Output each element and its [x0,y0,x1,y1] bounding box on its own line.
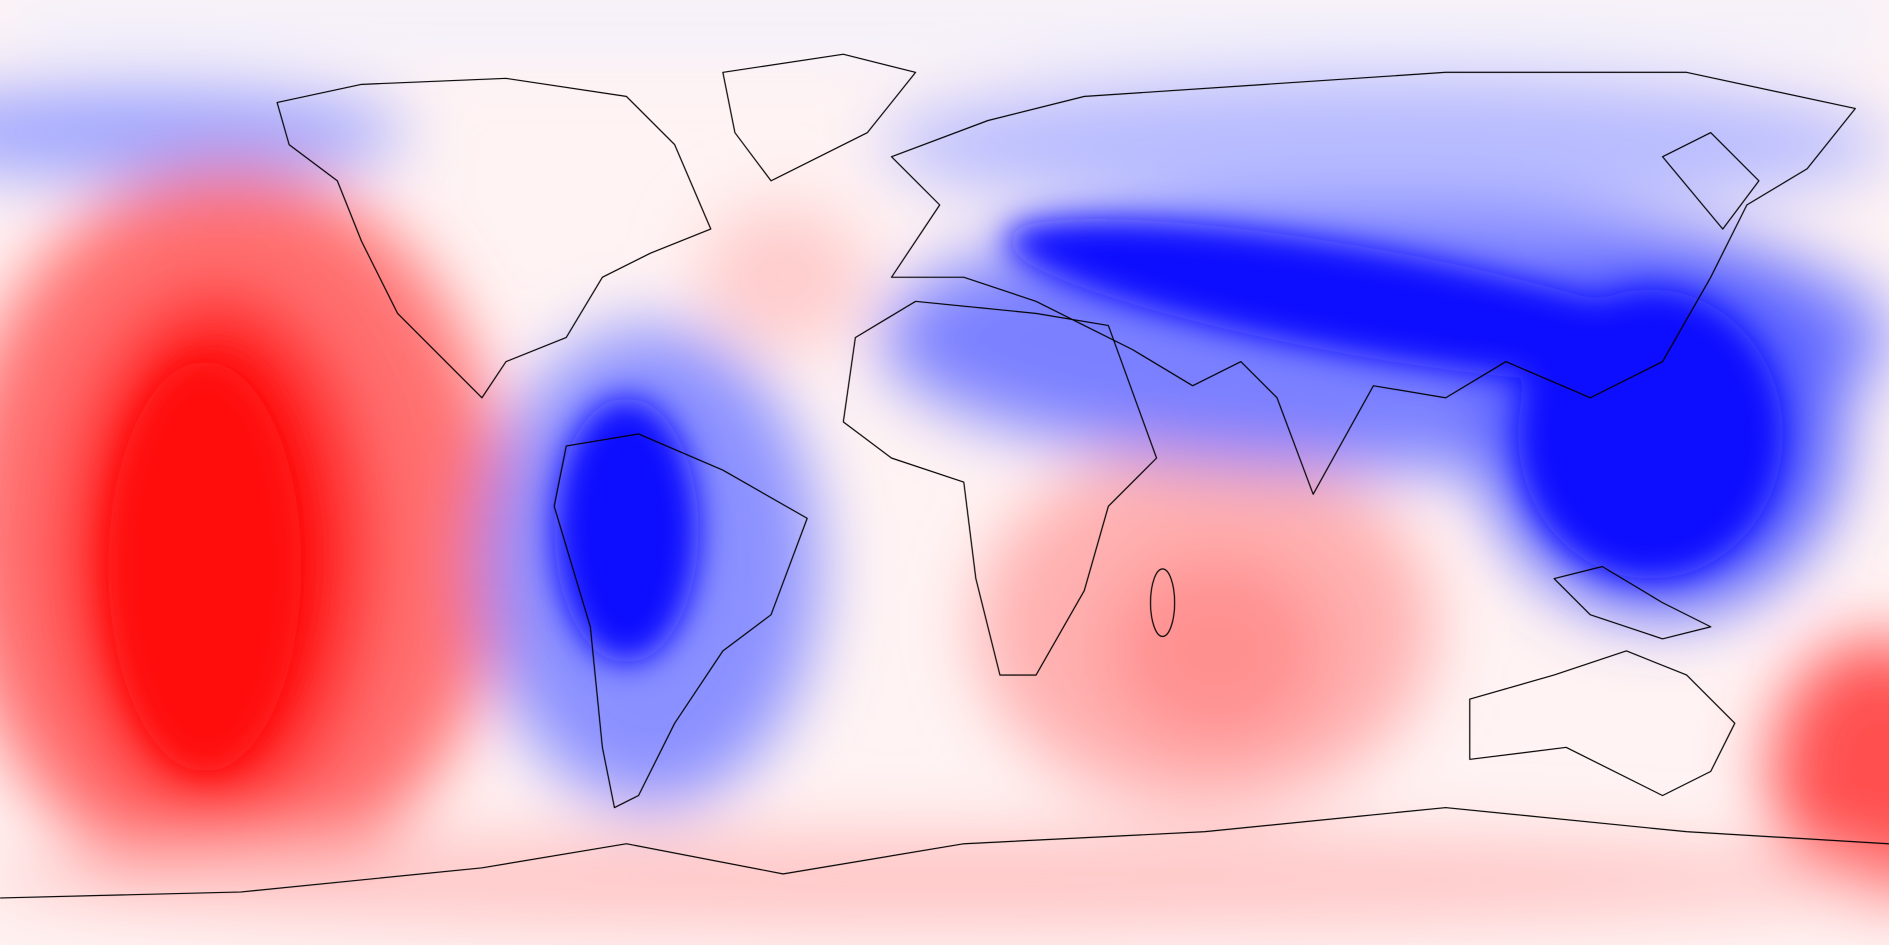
field-area [1005,218,1718,384]
field-area [1517,289,1783,579]
coastline [842,300,1158,676]
coastlines [0,53,1889,899]
field-area [1770,638,1889,904]
coastline [553,433,808,809]
coastline [1661,131,1760,230]
field-area [554,397,699,663]
coastline [0,806,1889,899]
field-area [879,72,1889,217]
field-area [698,204,868,350]
coastline [1553,565,1712,640]
coastline [890,71,1856,495]
field-core [108,218,1783,772]
field-area [108,361,302,772]
coastline [722,53,917,182]
field-area [0,84,410,181]
field-area [1108,554,1326,748]
coastline [276,77,712,399]
field-area [0,0,1889,49]
coastline [1469,650,1736,797]
coastline [1149,568,1176,638]
field-area [0,831,1889,929]
